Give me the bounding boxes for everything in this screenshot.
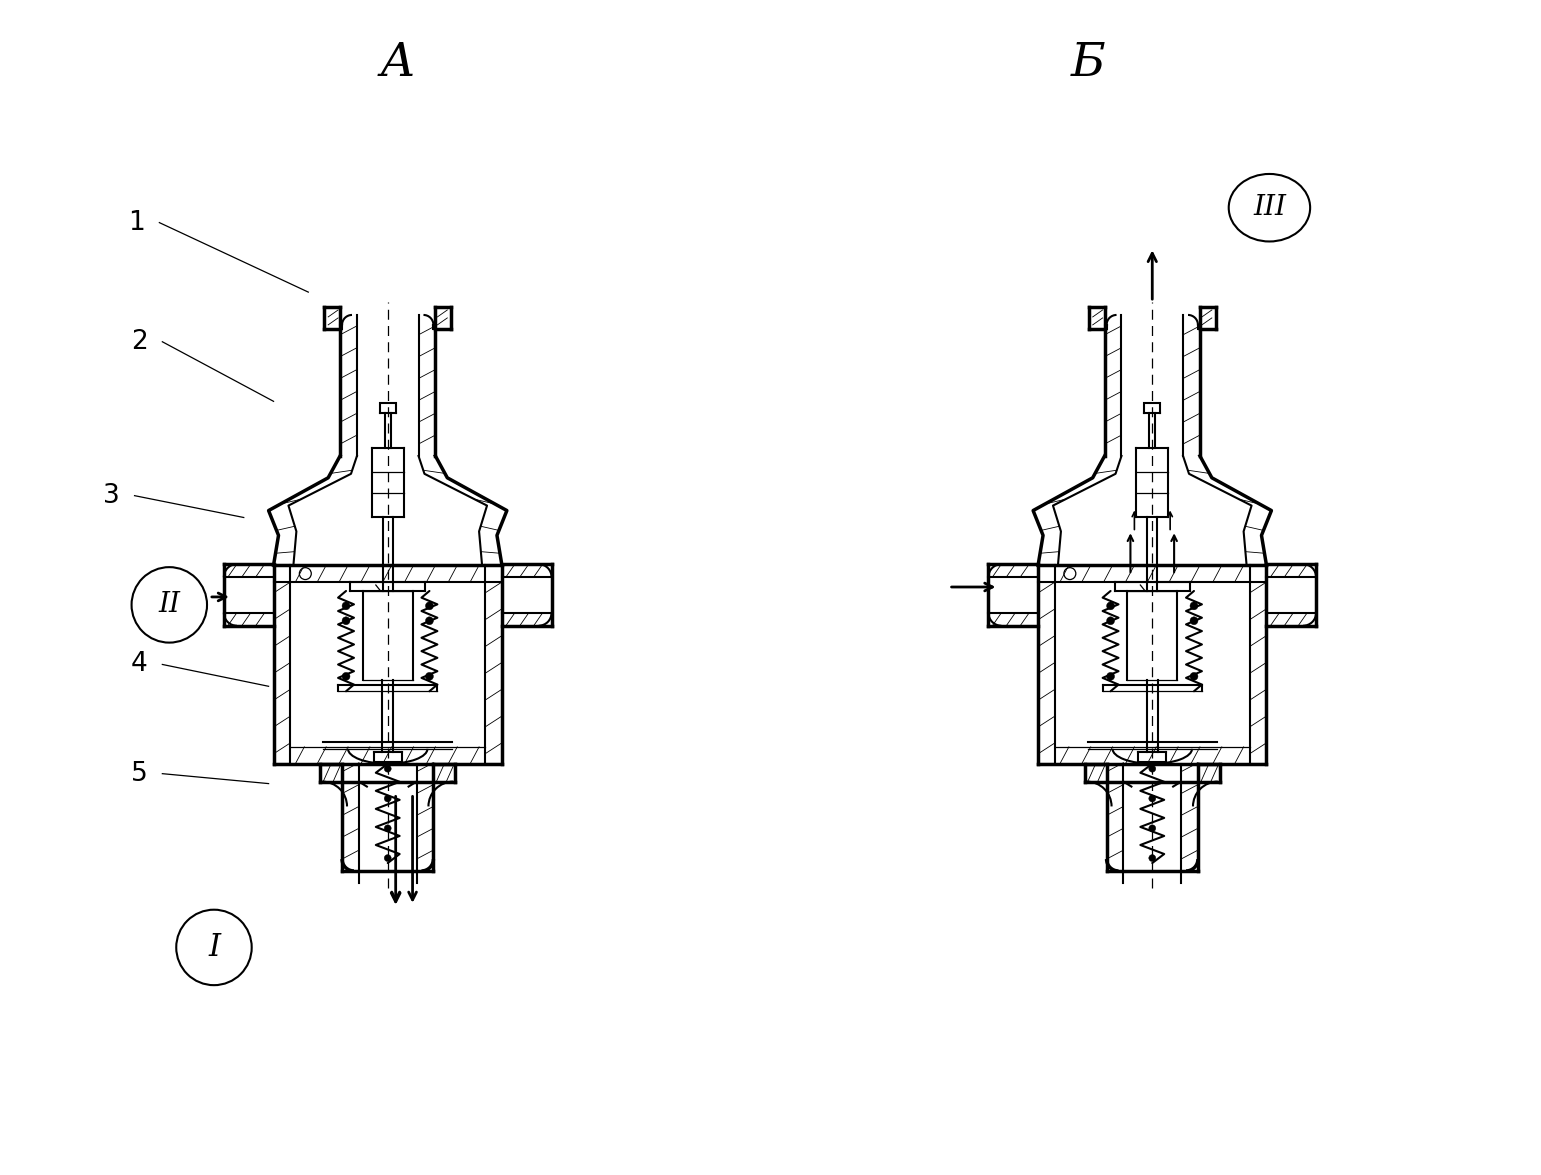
Circle shape [1148, 765, 1156, 772]
Circle shape [1148, 825, 1156, 832]
Circle shape [1190, 602, 1197, 610]
Circle shape [1190, 617, 1197, 625]
Text: 2: 2 [131, 329, 148, 355]
Circle shape [384, 795, 391, 803]
Circle shape [384, 765, 391, 772]
Circle shape [384, 854, 391, 861]
Circle shape [384, 825, 391, 832]
Text: 5: 5 [131, 760, 148, 787]
Circle shape [425, 672, 433, 680]
Text: 3: 3 [103, 483, 120, 509]
Circle shape [1190, 672, 1197, 680]
Circle shape [342, 672, 350, 680]
Text: III: III [1253, 194, 1285, 221]
Text: 1: 1 [128, 209, 145, 236]
Circle shape [425, 602, 433, 610]
Circle shape [1148, 854, 1156, 861]
Circle shape [1148, 795, 1156, 803]
Circle shape [342, 617, 350, 625]
Text: I: I [208, 932, 220, 964]
Text: 4: 4 [131, 651, 148, 678]
Text: Б: Б [1071, 41, 1105, 87]
Circle shape [1106, 602, 1114, 610]
Circle shape [425, 617, 433, 625]
Text: II: II [159, 591, 180, 618]
Circle shape [1106, 617, 1114, 625]
Circle shape [1106, 672, 1114, 680]
Text: A: A [381, 41, 415, 87]
Circle shape [342, 602, 350, 610]
